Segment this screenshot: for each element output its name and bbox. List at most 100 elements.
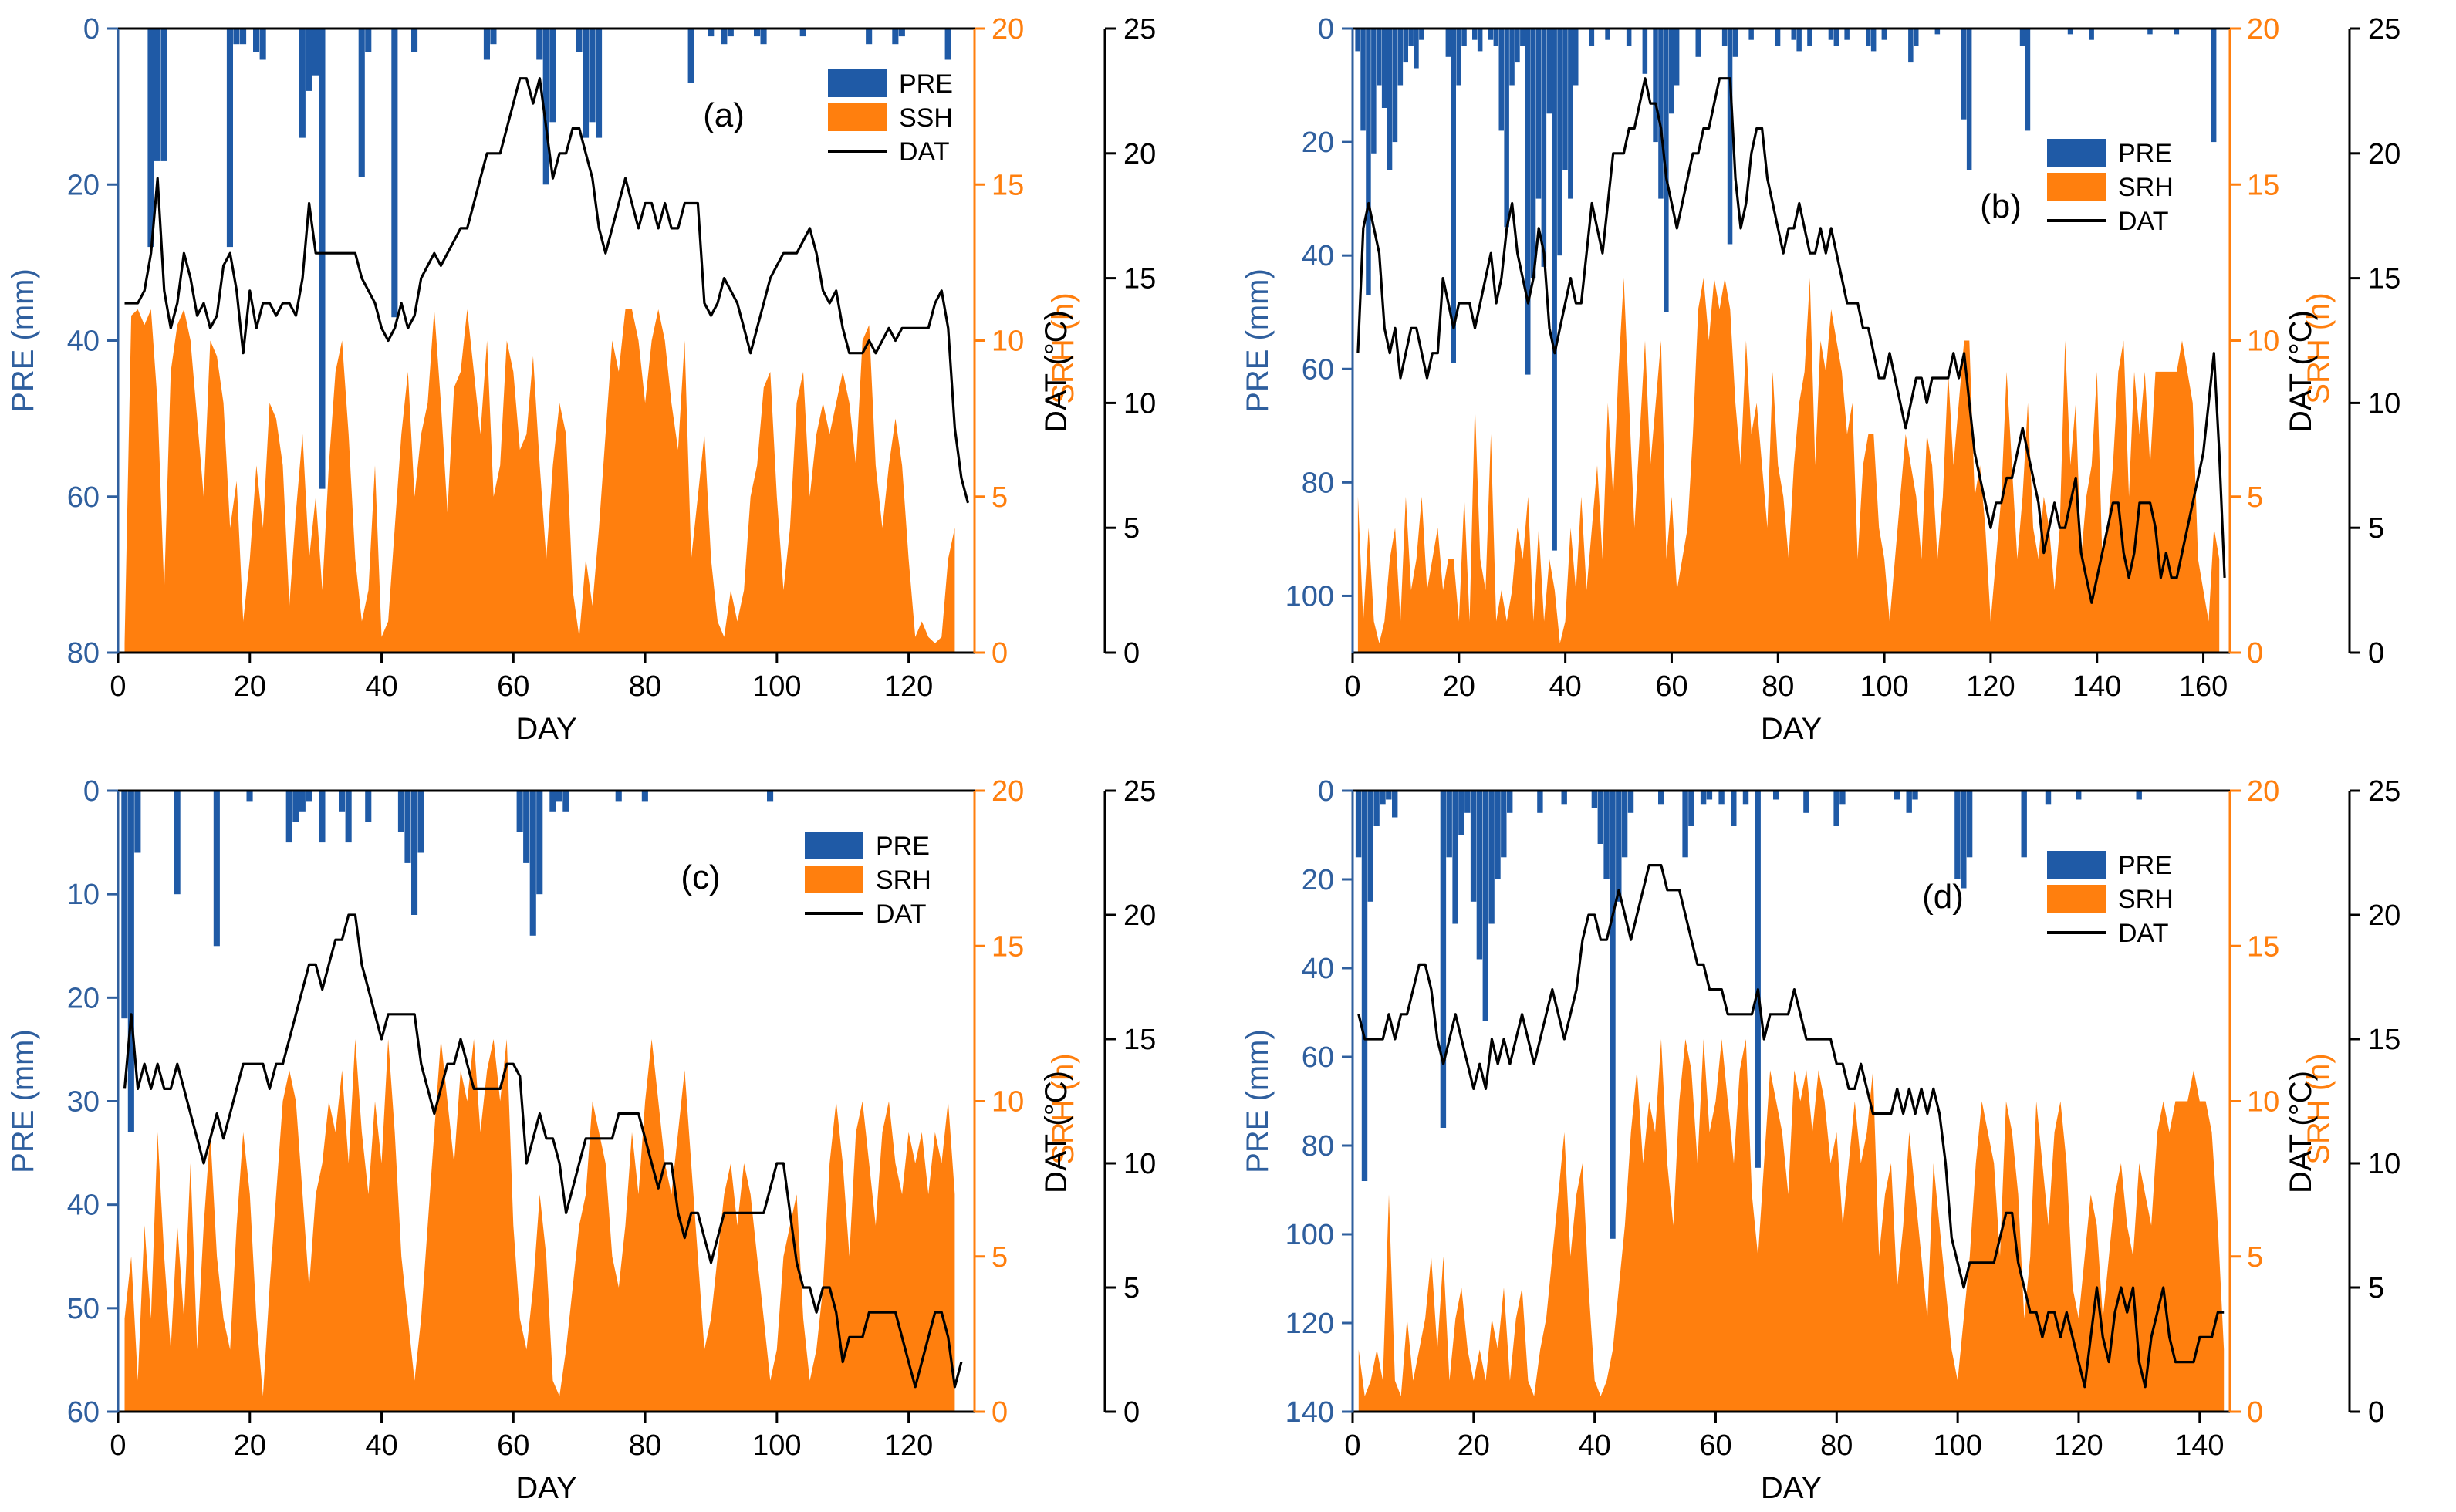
srh-tick-label: 15 (992, 930, 1024, 963)
pre-bar (944, 29, 951, 60)
pre-bar (754, 29, 761, 37)
pre-bar (1419, 29, 1424, 40)
pre-bar (160, 29, 167, 161)
pre-bar (1488, 791, 1495, 924)
pre-tick-label: 40 (1302, 953, 1334, 985)
pre-bar (1807, 29, 1812, 46)
pre-bar (898, 29, 905, 37)
pre-bar (1721, 29, 1728, 46)
pre-tick-label: 0 (1318, 13, 1334, 46)
srh-tick-label: 0 (2247, 1396, 2263, 1429)
pre-tick-label: 140 (1285, 1396, 1334, 1429)
pre-tick-label: 60 (1302, 1041, 1334, 1074)
pre-tick-label: 20 (67, 169, 100, 201)
legend-swatch-srh (828, 103, 887, 131)
srh-axis-title: SRH (h) (1046, 292, 1080, 403)
pre-bar (516, 791, 523, 832)
pre-bar (1839, 791, 1846, 805)
pre-bar (1477, 29, 1483, 52)
dat-tick-label: 15 (1123, 1024, 1156, 1056)
dat-tick-label: 5 (1123, 1272, 1140, 1304)
dat-axis-title: DAT (°C) (2284, 310, 2318, 433)
pre-bar (583, 29, 590, 138)
dat-axis-title: DAT (°C) (2284, 1071, 2318, 1193)
srh-tick-label: 5 (2247, 481, 2263, 514)
x-tick-label: 80 (629, 670, 661, 703)
pre-bars (121, 791, 774, 1132)
x-tick-label: 20 (1458, 1429, 1490, 1462)
pre-tick-label: 80 (1302, 1130, 1334, 1163)
pre-bar (1866, 29, 1871, 46)
pre-bar (253, 29, 260, 52)
x-axis-title: DAY (1761, 712, 1822, 746)
pre-bar (576, 29, 583, 52)
pre-bar (1748, 29, 1754, 40)
x-tick-label: 120 (2054, 1429, 2103, 1462)
x-tick-label: 60 (1655, 670, 1687, 703)
dat-tick-label: 20 (2368, 899, 2400, 932)
pre-bar (1537, 791, 1543, 813)
pre-bar (596, 29, 603, 138)
pre-bar (562, 791, 569, 812)
pre-bar (365, 29, 372, 52)
pre-tick-label: 80 (1302, 467, 1334, 499)
pre-bar (1621, 791, 1628, 858)
pre-tick-label: 80 (67, 637, 100, 670)
pre-bar (306, 791, 312, 802)
legend-swatch-srh (2047, 173, 2106, 201)
dat-line (124, 77, 970, 504)
dat-tick-label: 5 (2368, 1272, 2384, 1304)
x-axis-title: DAY (515, 712, 576, 746)
srh-tick-label: 20 (2247, 13, 2279, 46)
dat-line (1357, 863, 2225, 1389)
pre-bar (708, 29, 715, 37)
x-tick-label: 100 (1860, 670, 1908, 703)
dat-tick-label: 20 (1123, 899, 1156, 932)
pre-bar (1452, 791, 1458, 924)
srh-axis-title: SRH (h) (2302, 1053, 2336, 1164)
x-tick-label: 0 (1344, 1429, 1360, 1462)
pre-bar (1894, 791, 1900, 800)
pre-bar (727, 29, 734, 37)
srh-axis-title: SRH (h) (2302, 292, 2336, 403)
dat-tick-label: 20 (2368, 138, 2400, 170)
pre-bar (2045, 791, 2052, 805)
pre-bar (1381, 29, 1387, 108)
dat-tick-label: 10 (2368, 387, 2400, 420)
pre-bar (1498, 29, 1504, 131)
pre-bar (1870, 29, 1877, 52)
pre-bar (1828, 29, 1834, 40)
x-tick-label: 0 (1344, 670, 1360, 703)
pre-bar (174, 791, 181, 895)
panel-label: (b) (1980, 187, 2022, 225)
pre-bar (299, 791, 306, 812)
x-tick-label: 60 (1699, 1429, 1731, 1462)
pre-bar (1464, 791, 1471, 813)
pre-bar (549, 791, 556, 812)
pre-bar (1573, 29, 1579, 86)
dat-tick-label: 15 (2368, 1024, 2400, 1056)
pre-bar (285, 791, 292, 843)
pre-tick-label: 20 (67, 982, 100, 1014)
pre-bar (1366, 29, 1371, 295)
legend: PRE SRH DAT (2047, 851, 2174, 948)
pre-bar (1966, 791, 1973, 858)
plot-area (121, 791, 963, 1412)
srh-tick-label: 5 (992, 1241, 1008, 1274)
dat-tick-label: 25 (2368, 13, 2400, 46)
dat-tick-label: 10 (2368, 1148, 2400, 1180)
pre-bar (1961, 29, 1967, 120)
pre-bar (1742, 791, 1749, 805)
pre-bar (358, 29, 365, 177)
pre-bar (2019, 29, 2025, 46)
pre-bar (1380, 791, 1386, 805)
srh-area (1357, 278, 2220, 653)
pre-bar (1456, 29, 1461, 86)
pre-bar (1674, 29, 1680, 86)
pre-bar (2174, 29, 2180, 35)
pre-bar (483, 29, 490, 60)
legend-swatch-srh (2047, 885, 2106, 913)
pre-axis-title: PRE (mm) (6, 268, 40, 413)
